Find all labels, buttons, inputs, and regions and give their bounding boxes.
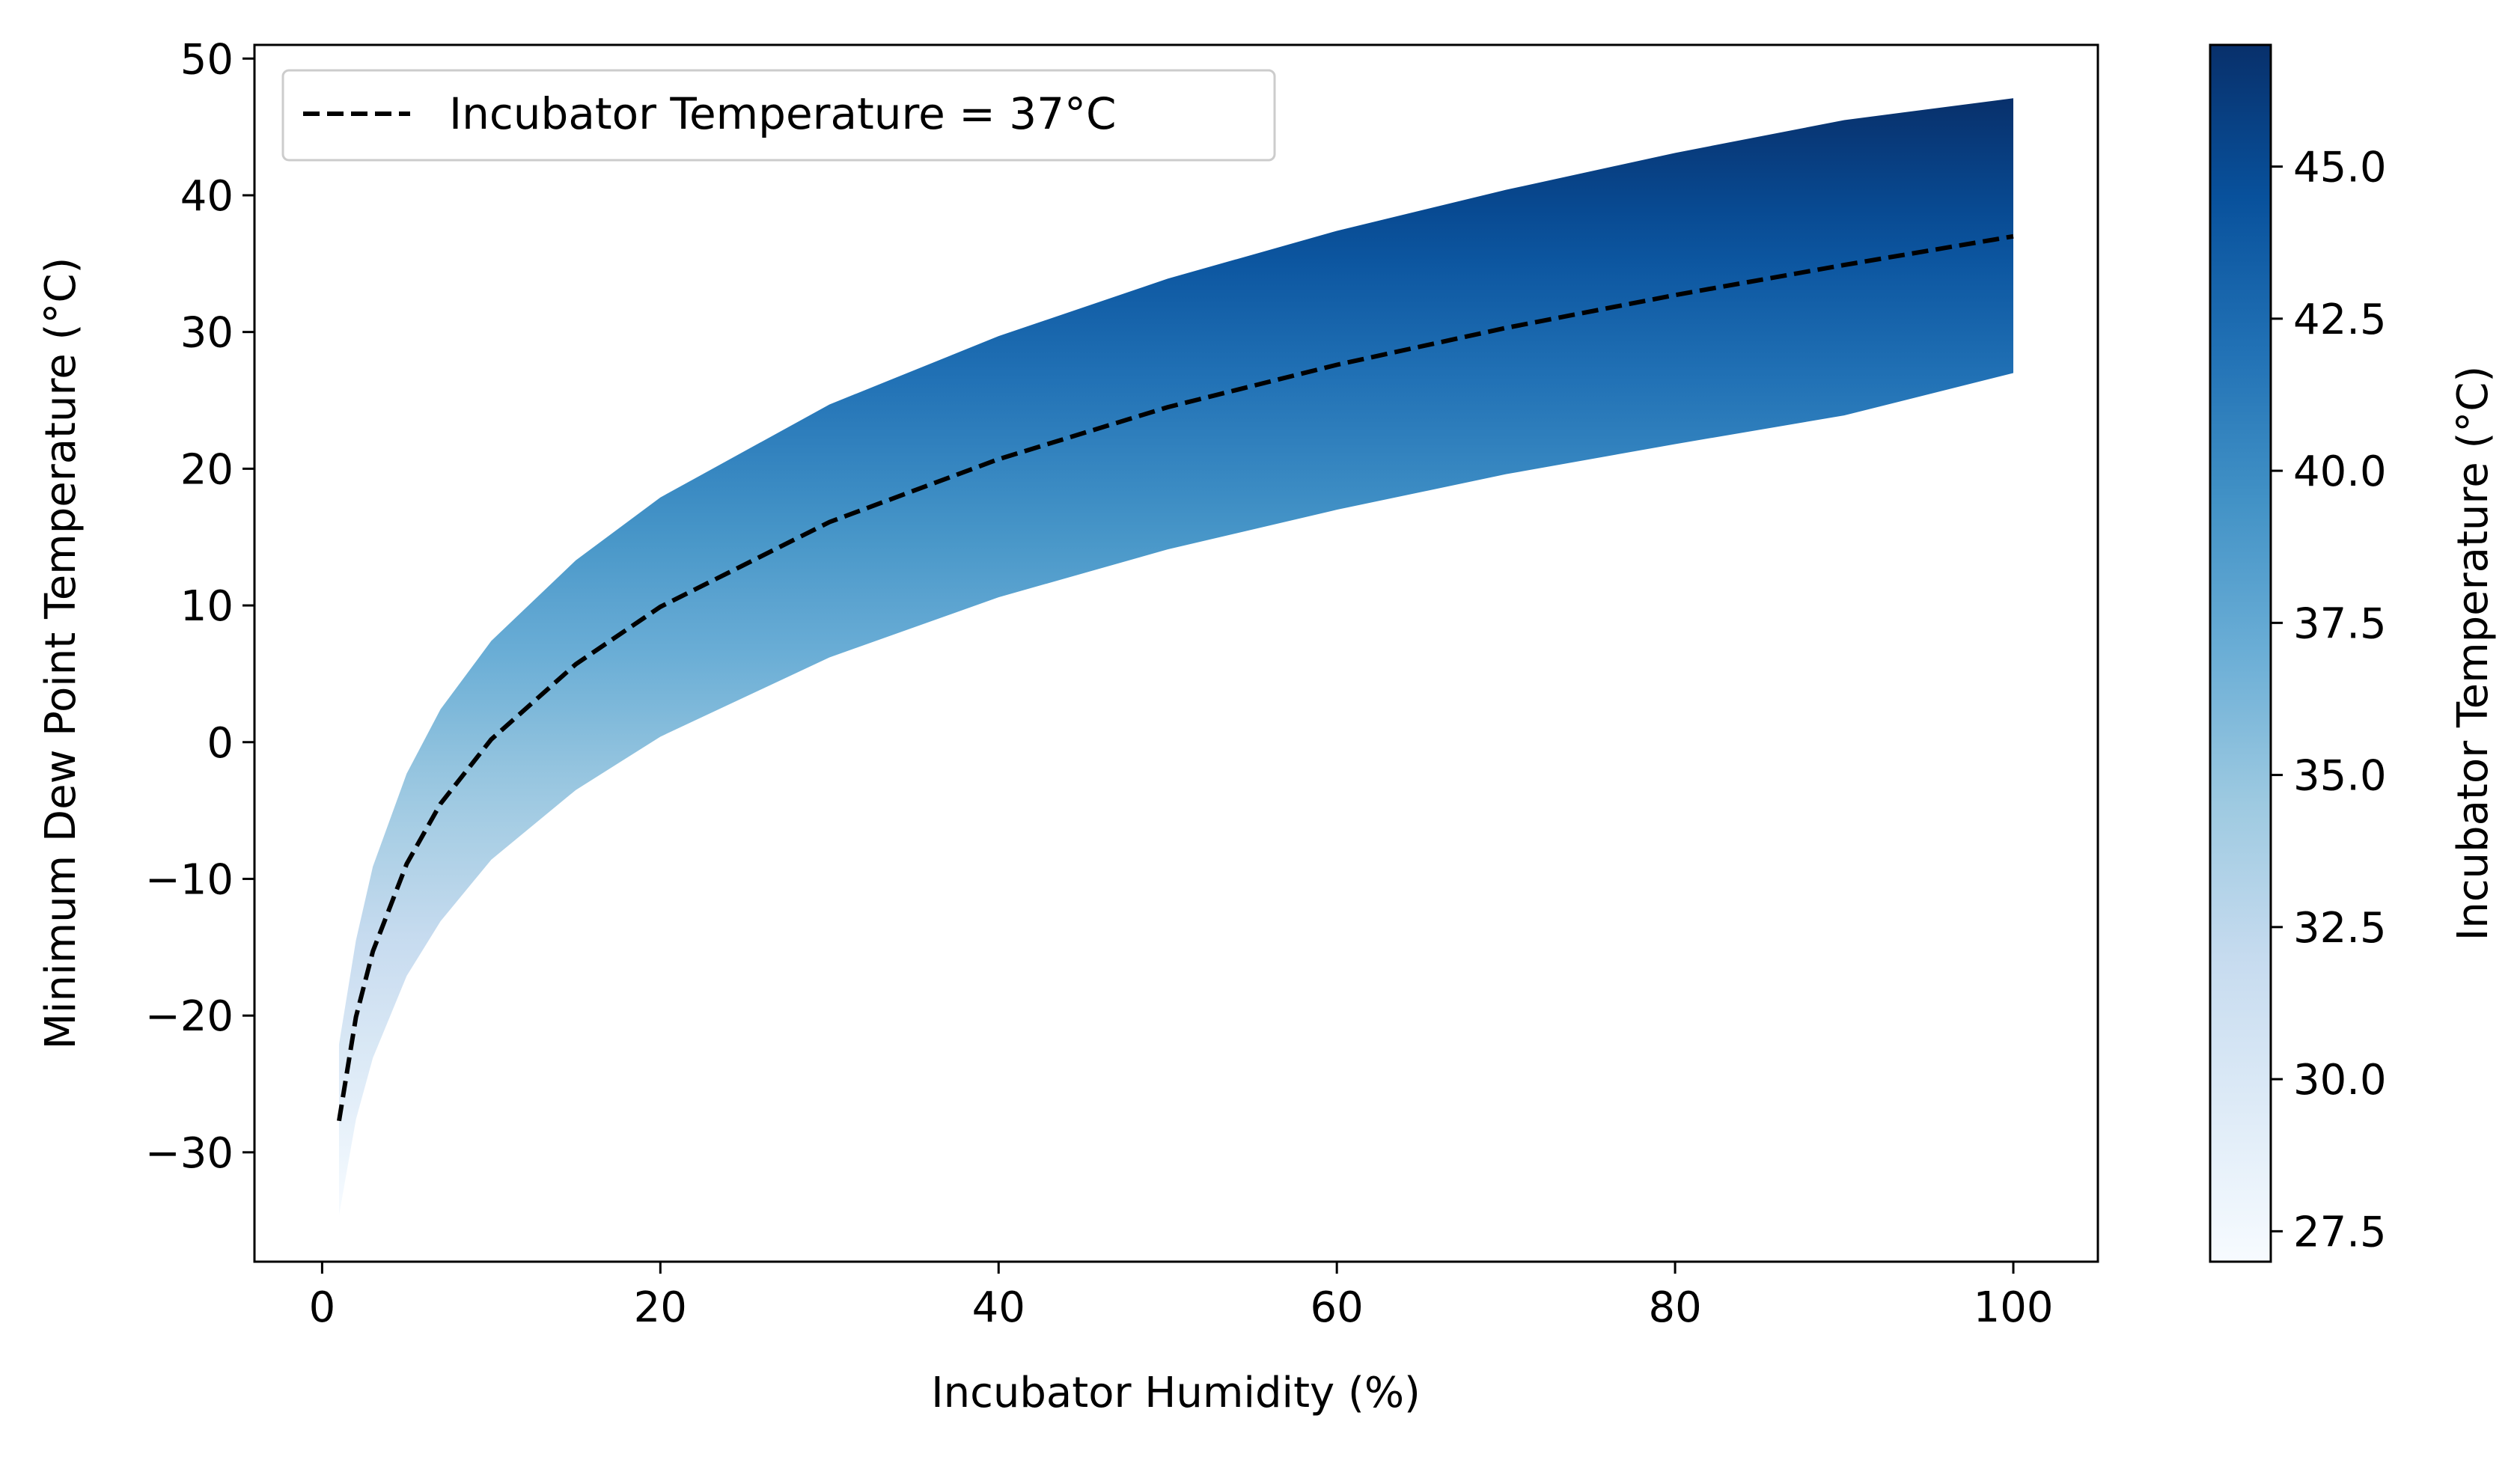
y-axis-label: Minimum Dew Point Temperature (°C) xyxy=(37,257,85,1050)
colorbar-ticks: 27.5 30.0 32.5 35.0 37.5 40.0 42.5 45.0 xyxy=(2271,144,2387,1256)
colorbar-label: Incubator Temperature (°C) xyxy=(2449,366,2498,941)
colorbar-gradient xyxy=(2209,43,2272,1263)
x-tick-label: 100 xyxy=(1974,1283,2054,1332)
colorbar-tick-label: 40.0 xyxy=(2293,448,2387,496)
plot-frame xyxy=(253,43,2099,1263)
x-tick-label: 20 xyxy=(634,1283,687,1332)
y-tick-label: 0 xyxy=(207,719,234,768)
x-tick-label: 0 xyxy=(309,1283,336,1332)
colorbar-tick-label: 35.0 xyxy=(2293,752,2387,801)
colorbar-tick-label: 45.0 xyxy=(2293,144,2387,192)
series-line-37c xyxy=(337,233,2014,1122)
series-layer xyxy=(337,233,2014,1122)
x-axis-label: Incubator Humidity (%) xyxy=(931,1369,1421,1417)
y-tick-label: −20 xyxy=(145,992,234,1041)
y-tick-label: 50 xyxy=(180,35,234,84)
x-tick-label: 40 xyxy=(972,1283,1025,1332)
temperature-band-area xyxy=(338,98,2014,1215)
x-tick-label: 80 xyxy=(1648,1283,1701,1332)
colorbar-tick-label: 27.5 xyxy=(2293,1208,2387,1256)
y-axis-ticks: −30 −20 −10 0 10 20 30 40 50 xyxy=(145,35,254,1178)
legend-label: Incubator Temperature = 37°C xyxy=(449,88,1117,139)
x-axis-ticks: 0 20 40 60 80 100 xyxy=(309,1262,2054,1332)
colorbar-tick-label: 32.5 xyxy=(2293,904,2387,953)
y-tick-label: 30 xyxy=(180,309,234,358)
colorbar-tick-label: 37.5 xyxy=(2293,599,2387,648)
colorbar-tick-label: 42.5 xyxy=(2293,296,2387,344)
y-tick-label: −30 xyxy=(145,1129,234,1178)
legend: Incubator Temperature = 37°C xyxy=(281,69,1276,162)
y-tick-label: 10 xyxy=(180,582,234,631)
y-tick-label: 40 xyxy=(180,172,234,221)
x-tick-label: 60 xyxy=(1311,1283,1364,1332)
y-tick-label: −10 xyxy=(145,855,234,904)
temperature-band xyxy=(338,98,2014,1215)
colorbar: 27.5 30.0 32.5 35.0 37.5 40.0 42.5 45.0 Incubat… xyxy=(2209,43,2498,1263)
legend-box xyxy=(281,69,1276,162)
y-tick-label: 20 xyxy=(180,445,234,494)
colorbar-tick-label: 30.0 xyxy=(2293,1056,2387,1105)
